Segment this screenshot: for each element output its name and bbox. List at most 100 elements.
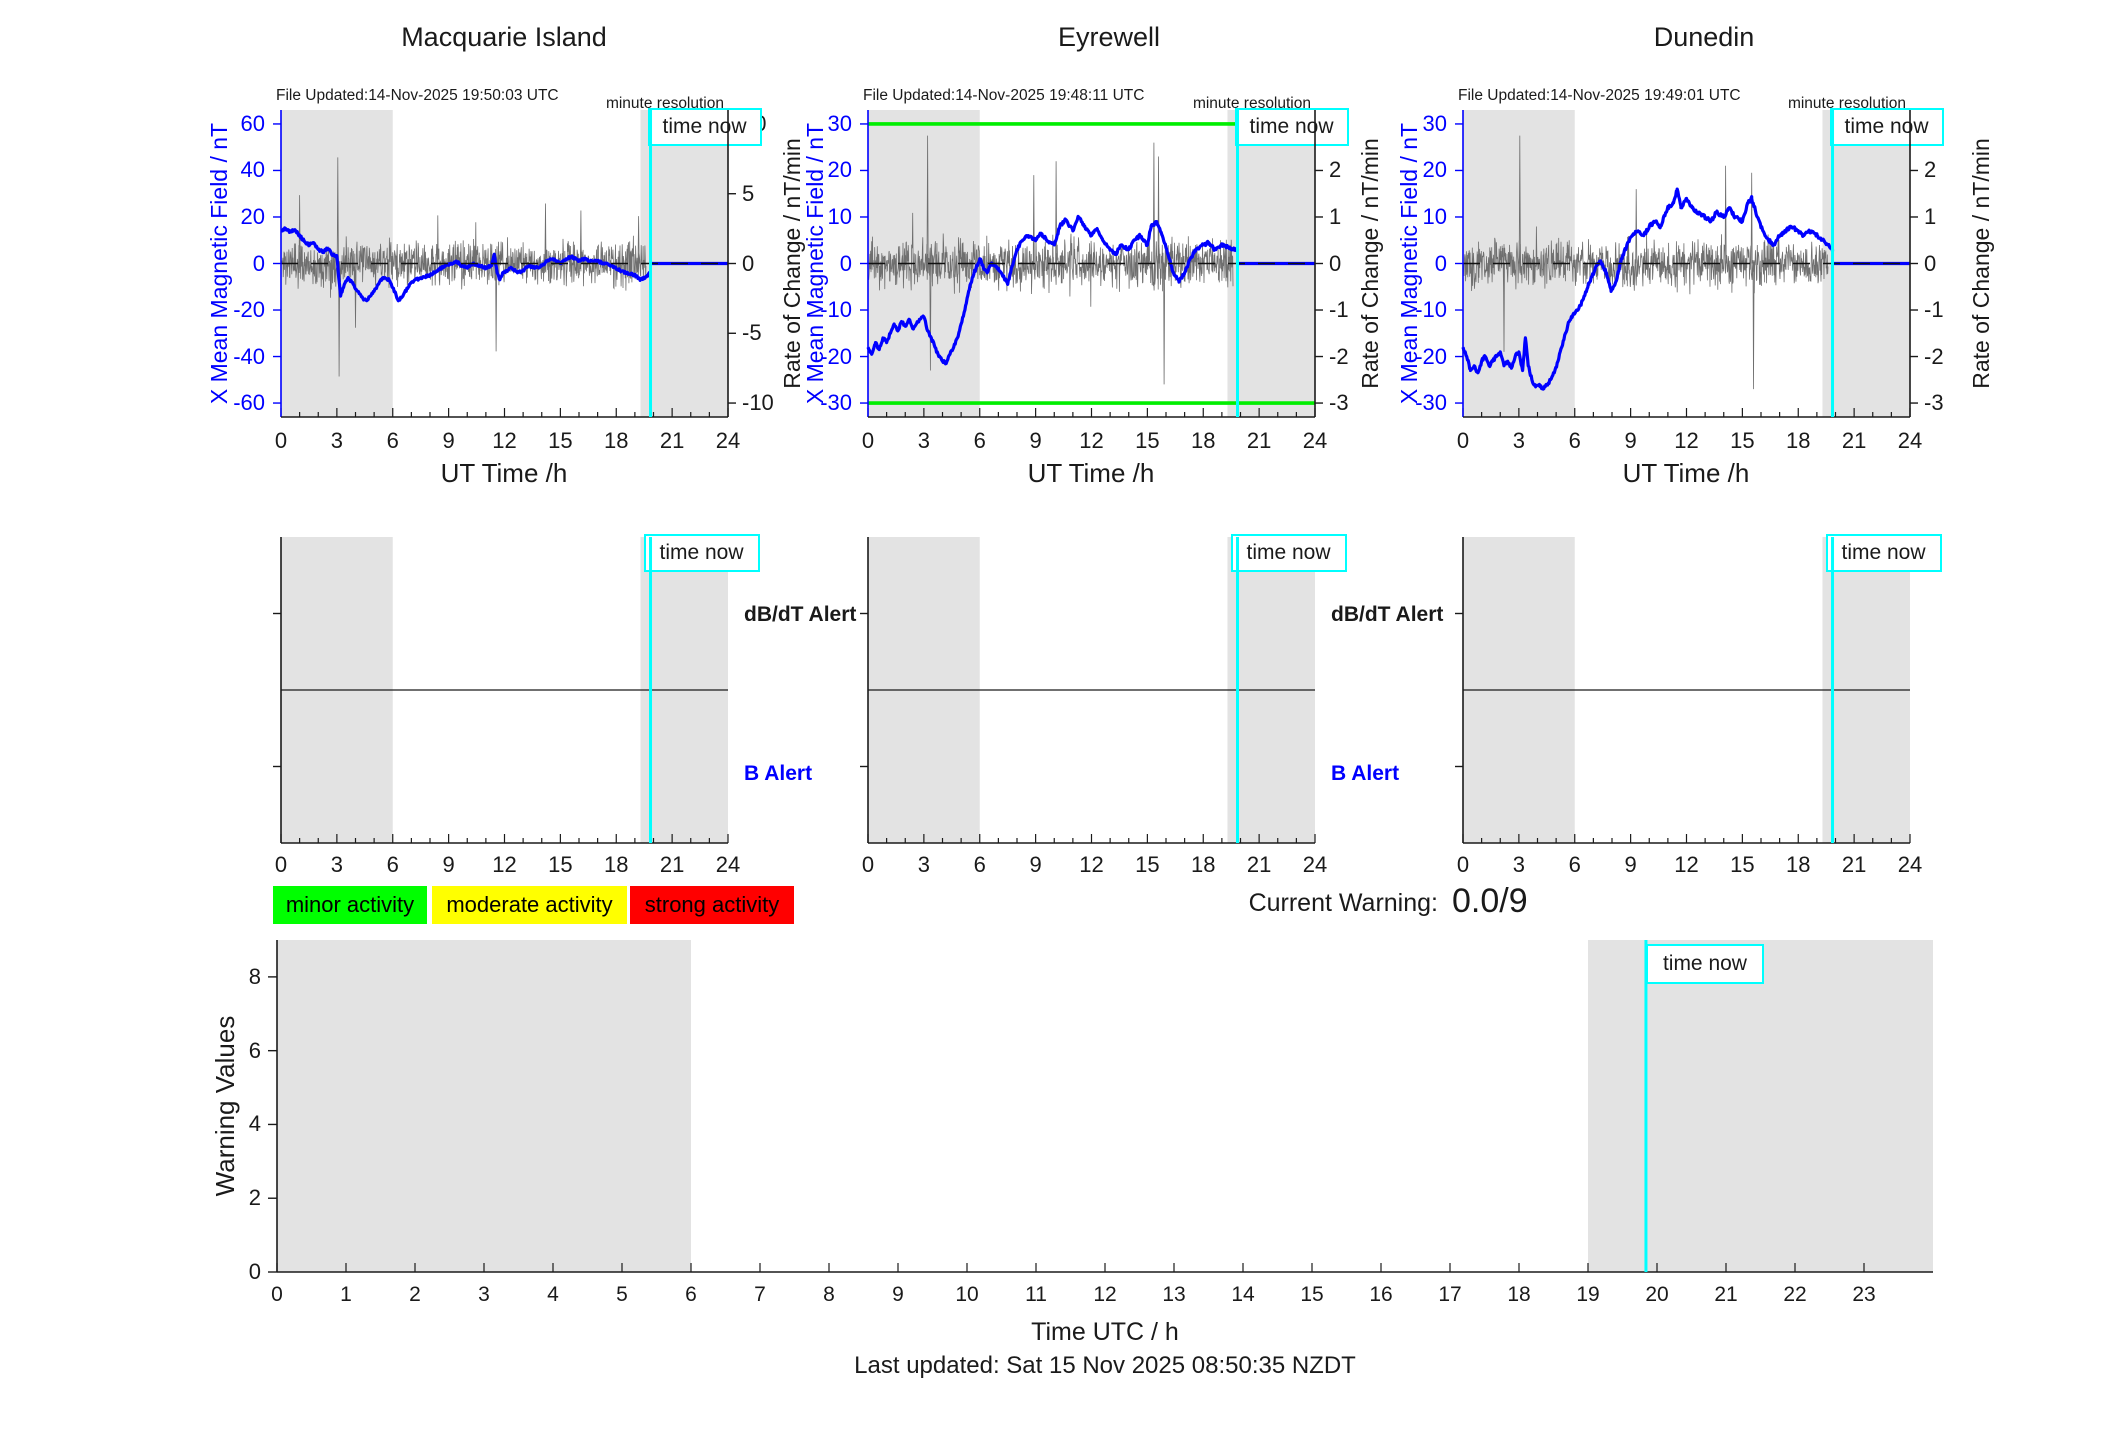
x-tick-label: 4	[547, 1283, 559, 1306]
y-tick-label-left: -20	[820, 343, 852, 369]
x-tick-label: 9	[892, 1283, 904, 1306]
time-now-label: time now	[1230, 534, 1347, 572]
x-tick-label: 19	[1576, 1283, 1600, 1306]
x-tick-label: 0	[274, 428, 288, 453]
y-tick-label-left: -20	[233, 297, 265, 322]
x-tick-label: 21	[659, 852, 685, 877]
y-tick-label: 2	[248, 1185, 261, 1211]
file-updated-dunedin: File Updated:14-Nov-2025 19:49:01 UTC	[1458, 87, 1741, 104]
y-tick-label-left: -40	[233, 343, 265, 369]
y-tick-label-left: 0	[252, 250, 265, 276]
y-tick-label-right: -1	[1924, 297, 1944, 322]
x-tick-label: 14	[1231, 1283, 1255, 1306]
legend-strong-activity: strong activity	[630, 886, 794, 924]
x-tick-label: 0	[1456, 428, 1470, 453]
x-tick-label: 24	[715, 428, 741, 453]
x-tick-label: 6	[973, 852, 986, 877]
x-tick-label: 12	[1674, 428, 1699, 453]
y-tick-label-right: -3	[1924, 390, 1944, 416]
x-axis-label-time-utc: Time UTC / h	[1031, 1318, 1179, 1346]
x-tick-label: 21	[1841, 428, 1867, 453]
x-tick-label: 9	[1029, 428, 1042, 453]
mean-field-trace	[1461, 187, 1835, 391]
resolution-note-dunedin: minute resolution	[1787, 95, 1906, 112]
x-tick-label: 3	[917, 428, 930, 453]
y-tick-label-left: 10	[827, 203, 852, 229]
x-tick-label: 3	[1512, 428, 1525, 453]
b-alert-label-1: B Alert	[744, 762, 813, 785]
x-tick-label: 10	[955, 1283, 979, 1306]
legend-moderate-activity: moderate activity	[432, 886, 627, 924]
x-tick-label: 15	[1300, 1283, 1324, 1306]
x-tick-label: 13	[1162, 1283, 1186, 1306]
time-now-label: time now	[1234, 108, 1349, 146]
x-tick-label: 15	[548, 852, 573, 877]
x-tick-label: 24	[1897, 428, 1923, 453]
x-tick-label: 12	[1079, 852, 1104, 877]
x-tick-label: 0	[1456, 852, 1470, 877]
time-now-label: time now	[1825, 534, 1942, 572]
x-tick-label: 24	[1897, 852, 1923, 877]
x-tick-label: 21	[1246, 852, 1272, 877]
x-tick-label: 18	[1507, 1283, 1531, 1306]
x-tick-label: 9	[1624, 428, 1637, 453]
y-tick-label-right: -2	[1924, 343, 1944, 369]
current-warning-value: 0.0/9	[1452, 882, 1528, 920]
x-tick-label: 18	[1191, 852, 1216, 877]
x-tick-label: 18	[1786, 852, 1811, 877]
legend-minor-activity: minor activity	[273, 886, 427, 924]
y-tick-label-left: -60	[233, 390, 265, 416]
x-axis-label-dunedin: UT Time /h	[1622, 458, 1750, 488]
y-tick-label-right: 0	[742, 250, 755, 276]
x-tick-label: 15	[1730, 852, 1755, 877]
y-tick-label-left: 10	[1422, 203, 1447, 229]
x-tick-label: 7	[754, 1283, 766, 1306]
x-tick-label: 18	[604, 428, 629, 453]
x-tick-label: 9	[1029, 852, 1042, 877]
x-tick-label: 15	[1135, 428, 1160, 453]
x-tick-label: 15	[1730, 428, 1755, 453]
y-tick-label: 4	[248, 1111, 261, 1137]
time-now-label: time now	[647, 108, 762, 146]
x-tick-label: 21	[659, 428, 685, 453]
y-tick-label: 8	[248, 963, 261, 989]
y-tick-label: 0	[248, 1259, 261, 1284]
y-tick-label-left: -30	[820, 390, 852, 416]
file-updated-eyrewell: File Updated:14-Nov-2025 19:48:11 UTC	[863, 87, 1145, 104]
rate-of-change-trace	[1463, 135, 1829, 390]
b-alert-label-2: B Alert	[1331, 762, 1400, 785]
y-tick-label-left: 30	[1422, 110, 1447, 136]
x-tick-label: 15	[1135, 852, 1160, 877]
x-tick-label: 17	[1438, 1283, 1462, 1306]
y-tick-label-right: 0	[1924, 250, 1937, 276]
resolution-note-eyrewell: minute resolution	[1192, 95, 1311, 112]
x-tick-label: 18	[1786, 428, 1811, 453]
y-tick-label-left: -30	[1415, 390, 1447, 416]
x-tick-label: 3	[330, 852, 343, 877]
y-tick-label-left: 20	[1422, 157, 1447, 183]
y-tick-label-right: -3	[1329, 390, 1349, 416]
x-tick-label: 12	[492, 428, 517, 453]
x-tick-label: 20	[1645, 1283, 1669, 1306]
y-tick-label: 6	[248, 1037, 261, 1063]
y-tick-label-left: 60	[240, 110, 265, 136]
x-tick-label: 18	[604, 852, 629, 877]
y-tick-label-left: -20	[1415, 343, 1447, 369]
x-tick-label: 6	[1568, 428, 1581, 453]
x-tick-label: 6	[973, 428, 986, 453]
y-tick-label-right: -1	[1329, 297, 1349, 322]
x-tick-label: 12	[1079, 428, 1104, 453]
time-now-label: time now	[1645, 944, 1764, 984]
rate-of-change-trace	[868, 135, 1234, 385]
x-axis-label-macquarie: UT Time /h	[440, 458, 568, 488]
chart-title-eyrewell: Eyrewell	[1057, 22, 1161, 52]
x-tick-label: 6	[1568, 852, 1581, 877]
x-tick-label: 21	[1714, 1283, 1738, 1306]
y-tick-label-left: 20	[827, 157, 852, 183]
y-tick-label-right: 1	[1924, 203, 1937, 229]
no-data-band	[277, 940, 691, 1272]
y-tick-label-left: 20	[240, 203, 265, 229]
time-now-label: time now	[643, 534, 760, 572]
